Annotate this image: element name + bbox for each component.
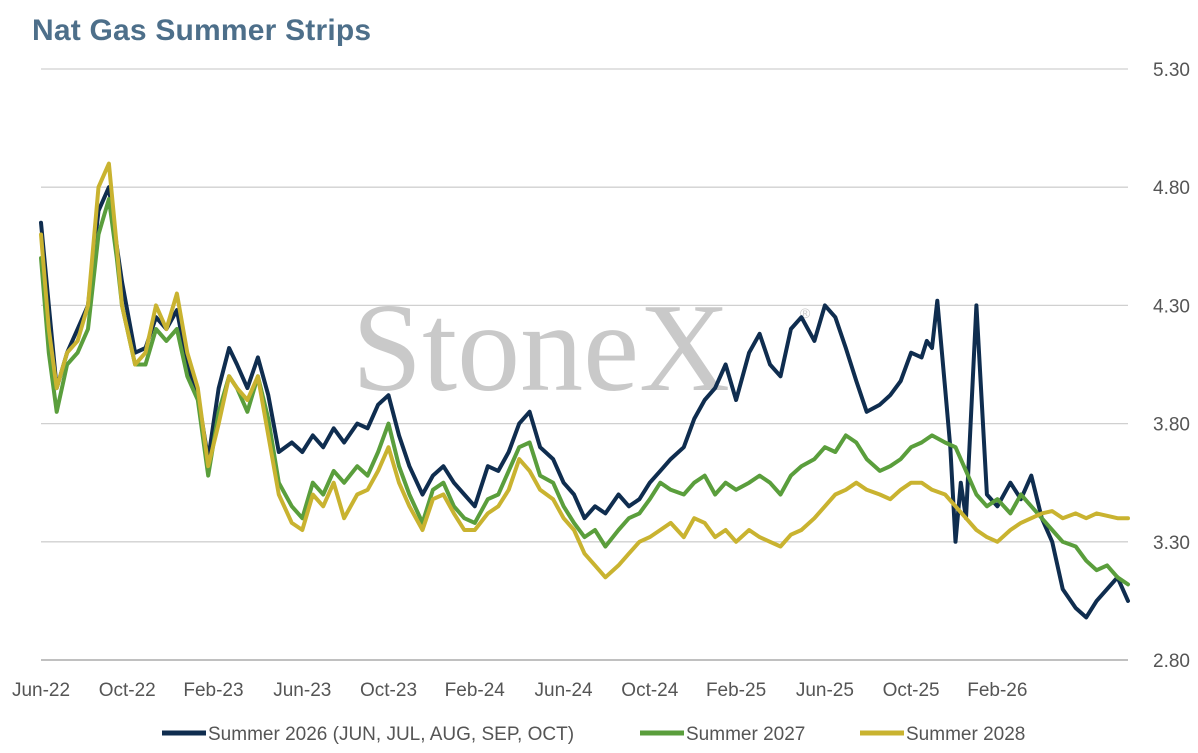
x-tick-label: Oct-23 [360, 680, 417, 701]
series-line-3 [39, 161, 1130, 580]
legend: Summer 2026 (JUN, JUL, AUG, SEP, OCT) Sum… [162, 724, 1025, 745]
series-lines [39, 161, 1130, 620]
x-tick-label: Feb-26 [967, 680, 1027, 701]
x-tick-label: Jun-25 [796, 680, 854, 701]
y-tick-label: 2.80 [1153, 651, 1190, 672]
x-tick-label: Jun-22 [12, 680, 70, 701]
x-tick-label: Feb-24 [445, 680, 506, 701]
y-tick-label: 3.30 [1153, 533, 1190, 554]
x-tick-label: Jun-23 [273, 680, 331, 701]
watermark: StoneX ® [352, 279, 811, 418]
x-tick-label: Feb-23 [183, 680, 243, 701]
y-tick-label: 3.80 [1153, 415, 1190, 436]
y-tick-label: 4.30 [1153, 296, 1190, 317]
y-tick-label: 5.30 [1153, 60, 1190, 81]
watermark-registered-mark: ® [800, 305, 811, 321]
series-line-2 [39, 197, 1130, 587]
x-tick-label: Oct-22 [99, 680, 156, 701]
y-tick-label: 4.80 [1153, 178, 1190, 199]
series-line-1 [39, 185, 1130, 620]
legend-label: Summer 2026 (JUN, JUL, AUG, SEP, OCT) [208, 724, 574, 745]
legend-label: Summer 2028 [906, 724, 1025, 745]
x-axis-tick-labels: Jun-22 Oct-22 Feb-23 Jun-23 Oct-23 Feb-24 Jun-… [12, 680, 1028, 701]
y-axis-tick-labels: 2.80 3.30 3.80 4.30 4.80 5.30 [1153, 60, 1190, 672]
x-tick-label: Oct-24 [621, 680, 678, 701]
x-tick-label: Jun-24 [535, 680, 594, 701]
legend-label: Summer 2027 [686, 724, 805, 745]
watermark-text: StoneX [352, 279, 730, 418]
chart-title: Nat Gas Summer Strips [32, 14, 372, 47]
x-tick-label: Feb-25 [706, 680, 766, 701]
x-tick-label: Oct-25 [883, 680, 940, 701]
